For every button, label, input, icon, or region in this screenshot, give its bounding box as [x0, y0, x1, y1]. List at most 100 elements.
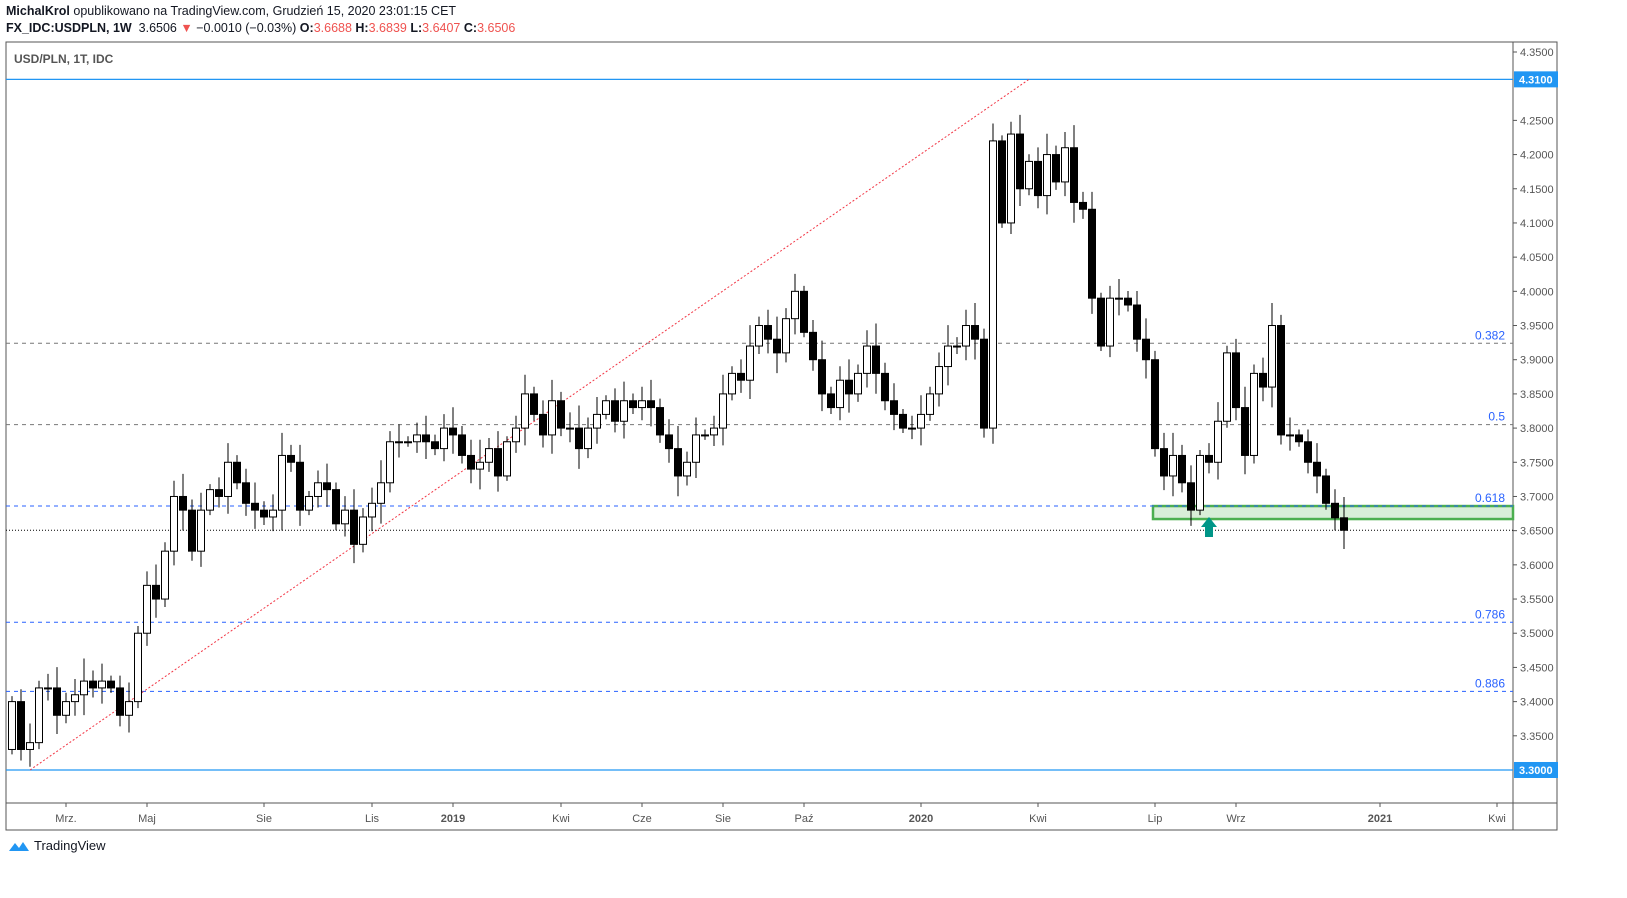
- candle-body: [710, 427, 718, 436]
- x-tick-label: Kwi: [1488, 813, 1506, 825]
- candle: [1223, 345, 1231, 428]
- candle: [1178, 444, 1186, 493]
- candle-body: [377, 482, 385, 504]
- candle: [953, 337, 961, 355]
- candle: [530, 386, 538, 421]
- y-tick-label: 3.9500: [1520, 321, 1554, 333]
- candle: [179, 473, 187, 531]
- candle: [539, 400, 547, 448]
- candle-body: [944, 345, 952, 368]
- candle: [1070, 125, 1078, 223]
- x-tick-label: Lis: [365, 813, 380, 825]
- candle: [215, 477, 223, 508]
- close-label: C:: [463, 21, 478, 35]
- author[interactable]: MichalKrol: [6, 4, 70, 18]
- candle: [962, 309, 970, 361]
- candle-body: [602, 400, 610, 415]
- candle: [503, 436, 511, 481]
- candle: [728, 366, 736, 401]
- candle: [989, 123, 997, 444]
- y-tick-label: 4.0000: [1520, 286, 1554, 298]
- candle-body: [701, 434, 709, 437]
- candle-body: [1295, 434, 1303, 443]
- candle: [1304, 429, 1312, 474]
- candle-body: [1088, 208, 1096, 299]
- candle-body: [665, 434, 673, 450]
- candle-body: [251, 502, 259, 511]
- candle: [188, 499, 196, 561]
- candle: [449, 407, 457, 454]
- candle-body: [611, 400, 619, 422]
- candle-body: [206, 489, 214, 511]
- candle-body: [1052, 154, 1060, 183]
- candle-body: [1205, 454, 1213, 463]
- candle: [863, 330, 871, 388]
- candle: [242, 468, 250, 516]
- candle-body: [467, 454, 475, 470]
- brand-text: TradingView: [34, 838, 106, 853]
- candle: [377, 460, 385, 524]
- candle: [755, 316, 763, 355]
- candle-body: [143, 584, 151, 634]
- candle-body: [1160, 448, 1168, 477]
- candle-body: [926, 393, 934, 415]
- candle: [827, 386, 835, 415]
- candle: [998, 135, 1006, 228]
- candle-body: [53, 687, 61, 716]
- x-tick-label: Wrz: [1226, 813, 1245, 825]
- candle: [350, 489, 358, 564]
- trend-line: [29, 78, 1030, 771]
- candle-body: [881, 372, 889, 402]
- y-tick-label: 3.9000: [1520, 355, 1554, 367]
- candle: [683, 451, 691, 486]
- candle-body: [953, 345, 961, 348]
- candle-body: [89, 680, 97, 689]
- candle-body: [1178, 454, 1186, 484]
- candle-body: [1070, 147, 1078, 203]
- last-price: 3.6506: [138, 21, 177, 35]
- y-tick-label: 3.3500: [1520, 731, 1554, 743]
- close-value: 3.6506: [477, 21, 516, 35]
- candle: [1151, 350, 1159, 457]
- candle: [224, 443, 232, 514]
- y-tick-label: 3.7500: [1520, 457, 1554, 469]
- fib-level-label: 0.886: [1475, 676, 1505, 690]
- candle-body: [1034, 160, 1042, 197]
- candle: [674, 426, 682, 497]
- candle: [593, 396, 601, 444]
- candle: [296, 444, 304, 526]
- candle: [665, 419, 673, 463]
- candle-body: [440, 427, 448, 450]
- candle: [413, 422, 421, 453]
- candle-body: [737, 372, 745, 381]
- candle: [854, 364, 862, 402]
- candle-body: [917, 413, 925, 429]
- y-tick-label: 4.2500: [1520, 115, 1554, 127]
- candle-body: [17, 701, 25, 750]
- candle: [1160, 432, 1168, 491]
- candle: [71, 679, 79, 716]
- candle-body: [764, 325, 772, 340]
- candle-body: [35, 687, 43, 744]
- footer-brand[interactable]: TradingView: [8, 838, 106, 853]
- candle: [440, 414, 448, 462]
- candle: [1007, 121, 1015, 235]
- candle-body: [395, 441, 403, 444]
- y-tick-label: 3.8000: [1520, 423, 1554, 435]
- candle-body: [1322, 475, 1330, 504]
- candle: [395, 424, 403, 458]
- candle: [1322, 468, 1330, 510]
- candle: [458, 426, 466, 464]
- y-tick-label: 4.3500: [1520, 47, 1554, 59]
- x-tick-label: 2021: [1368, 813, 1392, 825]
- candle: [701, 429, 709, 440]
- candle-body: [332, 489, 340, 525]
- candle-body: [170, 495, 178, 552]
- candle-body: [296, 461, 304, 511]
- x-tick-label: 2019: [441, 813, 465, 825]
- candle: [926, 386, 934, 421]
- candle: [170, 480, 178, 566]
- candle: [8, 696, 16, 755]
- candle-body: [260, 509, 268, 518]
